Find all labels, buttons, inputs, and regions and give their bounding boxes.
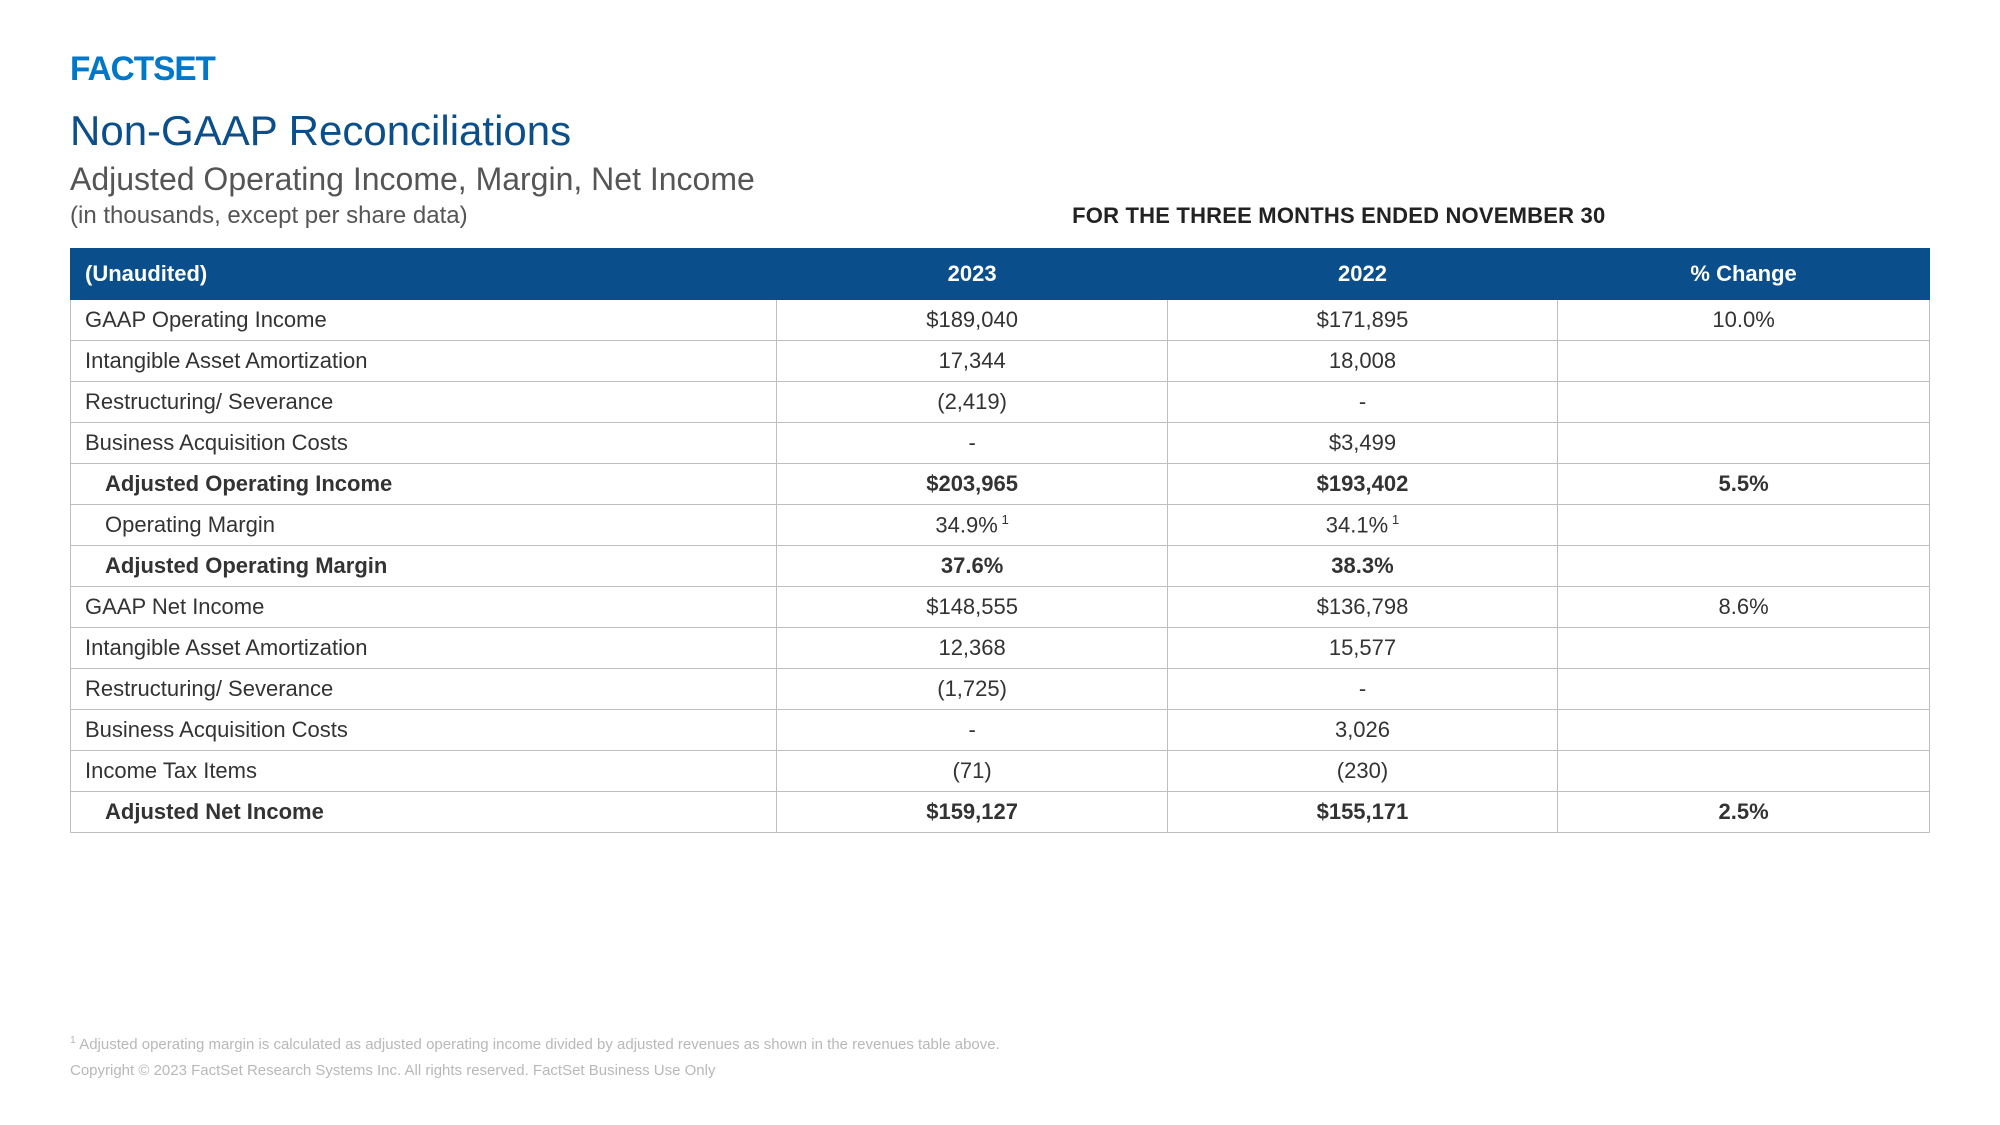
footnote-lead: Adjusted — [79, 1036, 137, 1053]
cell-2022: $193,402 — [1167, 464, 1557, 505]
table-row: Income Tax Items(71)(230) — [71, 751, 1930, 792]
cell-change — [1558, 423, 1930, 464]
table-body: GAAP Operating Income$189,040$171,89510.… — [71, 300, 1930, 833]
row-label: GAAP Net Income — [71, 587, 777, 628]
cell-2022: $171,895 — [1167, 300, 1557, 341]
col-header-2022: 2022 — [1167, 249, 1557, 300]
cell-2023: (71) — [777, 751, 1167, 792]
cell-change: 8.6% — [1558, 587, 1930, 628]
cell-2023: 12,368 — [777, 628, 1167, 669]
table-row: Business Acquisition Costs-3,026 — [71, 710, 1930, 751]
cell-change — [1558, 628, 1930, 669]
cell-2023: 17,344 — [777, 341, 1167, 382]
col-header-unaudited: (Unaudited) — [71, 249, 777, 300]
footnote-marker: 1 — [70, 1034, 76, 1046]
table-row: GAAP Net Income$148,555$136,7988.6% — [71, 587, 1930, 628]
cell-2022: - — [1167, 382, 1557, 423]
subheading-row: (in thousands, except per share data) FO… — [70, 202, 1930, 230]
row-label: Business Acquisition Costs — [71, 710, 777, 751]
cell-2023: - — [777, 423, 1167, 464]
cell-2022: (230) — [1167, 751, 1557, 792]
period-label: FOR THE THREE MONTHS ENDED NOVEMBER 30 — [468, 203, 1930, 229]
page-title: Non-GAAP Reconciliations — [70, 107, 1930, 155]
table-row: Adjusted Operating Margin37.6%38.3% — [71, 546, 1930, 587]
cell-2023: $148,555 — [777, 587, 1167, 628]
col-header-change: % Change — [1558, 249, 1930, 300]
row-label: Adjusted Operating Income — [71, 464, 777, 505]
table-row: Operating Margin34.9% 134.1% 1 — [71, 505, 1930, 546]
row-label: Operating Margin — [71, 505, 777, 546]
brand-logo: FACTSET — [70, 50, 1893, 89]
cell-2022: 3,026 — [1167, 710, 1557, 751]
cell-change — [1558, 546, 1930, 587]
cell-2022: $3,499 — [1167, 423, 1557, 464]
cell-change — [1558, 382, 1930, 423]
cell-2023: (1,725) — [777, 669, 1167, 710]
row-label: Intangible Asset Amortization — [71, 628, 777, 669]
cell-2023: $159,127 — [777, 792, 1167, 833]
cell-2023: 34.9% 1 — [777, 505, 1167, 546]
table-row: Intangible Asset Amortization12,36815,57… — [71, 628, 1930, 669]
cell-change — [1558, 341, 1930, 382]
table-row: Adjusted Net Income$159,127$155,1712.5% — [71, 792, 1930, 833]
page-footer: 1 Adjusted operating margin is calculate… — [70, 1032, 1000, 1083]
cell-change — [1558, 751, 1930, 792]
page-subtitle: Adjusted Operating Income, Margin, Net I… — [70, 161, 1930, 198]
reconciliation-table: (Unaudited) 2023 2022 % Change GAAP Oper… — [70, 248, 1930, 833]
cell-2022: 18,008 — [1167, 341, 1557, 382]
cell-2023: $189,040 — [777, 300, 1167, 341]
cell-2023: - — [777, 710, 1167, 751]
row-label: GAAP Operating Income — [71, 300, 777, 341]
row-label: Restructuring/ Severance — [71, 669, 777, 710]
cell-change — [1558, 669, 1930, 710]
table-header-row: (Unaudited) 2023 2022 % Change — [71, 249, 1930, 300]
table-row: Restructuring/ Severance(1,725)- — [71, 669, 1930, 710]
cell-change: 5.5% — [1558, 464, 1930, 505]
cell-2022: 34.1% 1 — [1167, 505, 1557, 546]
table-row: Adjusted Operating Income$203,965$193,40… — [71, 464, 1930, 505]
cell-2023: 37.6% — [777, 546, 1167, 587]
col-header-2023: 2023 — [777, 249, 1167, 300]
footnote-line: 1 Adjusted operating margin is calculate… — [70, 1032, 1000, 1058]
cell-2023: $203,965 — [777, 464, 1167, 505]
units-note: (in thousands, except per share data) — [70, 202, 468, 230]
footnote-text: operating margin is calculated as adjust… — [142, 1036, 1000, 1053]
table-row: Intangible Asset Amortization17,34418,00… — [71, 341, 1930, 382]
cell-2022: 15,577 — [1167, 628, 1557, 669]
table-row: Restructuring/ Severance(2,419)- — [71, 382, 1930, 423]
row-label: Adjusted Operating Margin — [71, 546, 777, 587]
row-label: Restructuring/ Severance — [71, 382, 777, 423]
cell-change — [1558, 505, 1930, 546]
cell-2022: $136,798 — [1167, 587, 1557, 628]
cell-change — [1558, 710, 1930, 751]
table-row: Business Acquisition Costs-$3,499 — [71, 423, 1930, 464]
row-label: Income Tax Items — [71, 751, 777, 792]
row-label: Adjusted Net Income — [71, 792, 777, 833]
table-row: GAAP Operating Income$189,040$171,89510.… — [71, 300, 1930, 341]
row-label: Business Acquisition Costs — [71, 423, 777, 464]
cell-2022: $155,171 — [1167, 792, 1557, 833]
cell-2022: 38.3% — [1167, 546, 1557, 587]
row-label: Intangible Asset Amortization — [71, 341, 777, 382]
cell-change: 10.0% — [1558, 300, 1930, 341]
cell-change: 2.5% — [1558, 792, 1930, 833]
cell-2023: (2,419) — [777, 382, 1167, 423]
copyright-line: Copyright © 2023 FactSet Research System… — [70, 1058, 1000, 1084]
cell-2022: - — [1167, 669, 1557, 710]
